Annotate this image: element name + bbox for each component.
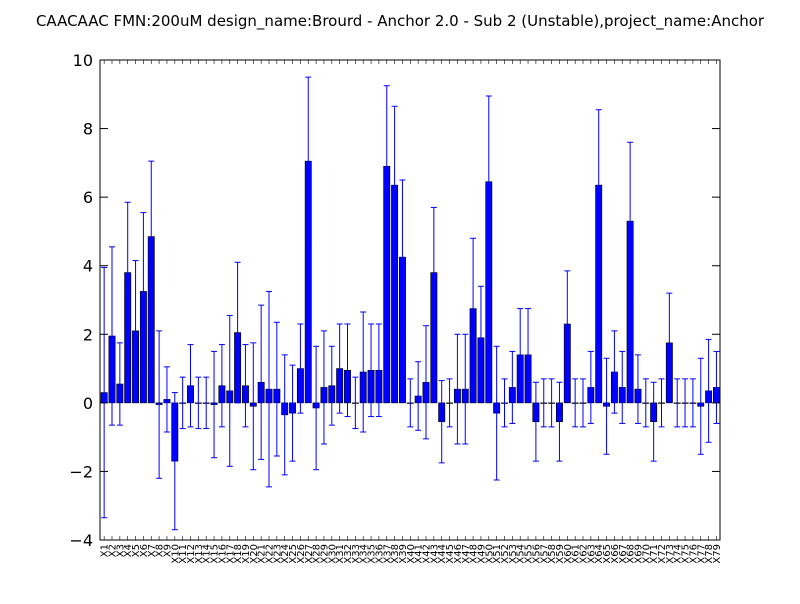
x-tick-label-X44: X44 [437, 544, 448, 564]
x-tick-label-X74: X74 [673, 544, 684, 564]
y-tick-label-0: −4 [69, 531, 93, 550]
x-tick-label-X15: X15 [210, 544, 221, 564]
y-tick-label-6: 8 [83, 120, 93, 139]
x-tick-label-X7: X7 [147, 544, 158, 557]
x-tick-label-X52: X52 [500, 544, 511, 564]
chart-title: CAACAAC FMN:200uM design_name:Brourd - A… [36, 12, 765, 31]
x-tick-label-X18: X18 [233, 544, 244, 564]
x-tick-label-X54: X54 [516, 544, 527, 564]
x-tick-label-X19: X19 [241, 544, 252, 564]
x-tick-label-X23: X23 [272, 544, 283, 564]
x-tick-label-X46: X46 [453, 544, 464, 564]
x-tick-label-X75: X75 [681, 544, 692, 564]
x-tick-label-X11: X11 [178, 544, 189, 564]
x-tick-label-X9: X9 [162, 544, 173, 557]
x-tick-label-X58: X58 [547, 544, 558, 564]
x-tick-label-X72: X72 [657, 544, 668, 564]
x-tick-label-X71: X71 [649, 544, 660, 564]
x-tick-label-X53: X53 [508, 544, 519, 564]
x-tick-label-X12: X12 [186, 544, 197, 564]
x-tick-label-X41: X41 [414, 544, 425, 564]
y-tick-label-5: 6 [83, 188, 93, 207]
y-tick-label-4: 4 [83, 257, 93, 276]
x-tick-label-X56: X56 [531, 544, 542, 564]
x-tick-label-X6: X6 [139, 544, 150, 557]
x-tick-label-X25: X25 [288, 544, 299, 564]
x-tick-label-X28: X28 [312, 544, 323, 564]
x-tick-label-X48: X48 [469, 544, 480, 564]
x-tick-label-X4: X4 [123, 544, 134, 557]
x-tick-label-X32: X32 [343, 544, 354, 564]
x-tick-label-X68: X68 [626, 544, 637, 564]
x-tick-label-X76: X76 [688, 544, 699, 564]
x-tick-label-X22: X22 [265, 544, 276, 564]
y-tick-label-7: 10 [73, 51, 93, 70]
x-tick-label-X39: X39 [398, 544, 409, 564]
x-tick-label-X79: X79 [712, 544, 723, 564]
x-axis: X1X2X3X4X5X6X7X8X9X10X11X12X13X14X15X16X… [100, 60, 723, 564]
x-tick-label-X42: X42 [422, 544, 433, 564]
x-tick-label-X49: X49 [476, 544, 487, 564]
x-tick-label-X59: X59 [555, 544, 566, 564]
x-tick-label-X36: X36 [374, 544, 385, 564]
x-tick-label-X51: X51 [492, 544, 503, 564]
x-tick-label-X45: X45 [445, 544, 456, 564]
x-tick-label-X29: X29 [319, 544, 330, 564]
y-tick-label-3: 2 [83, 325, 93, 344]
x-tick-label-X77: X77 [696, 544, 707, 564]
x-tick-label-X8: X8 [155, 544, 166, 557]
x-tick-label-X30: X30 [327, 544, 338, 564]
x-tick-label-X55: X55 [524, 544, 535, 564]
x-tick-label-X66: X66 [610, 544, 621, 564]
x-tick-label-X50: X50 [484, 544, 495, 564]
x-tick-label-X60: X60 [563, 544, 574, 564]
x-tick-label-X26: X26 [296, 544, 307, 564]
x-tick-label-X65: X65 [602, 544, 613, 564]
x-tick-label-X2: X2 [108, 544, 119, 557]
x-tick-label-X62: X62 [579, 544, 590, 564]
x-tick-label-X70: X70 [641, 544, 652, 564]
x-tick-label-X35: X35 [367, 544, 378, 564]
x-tick-label-X64: X64 [594, 544, 605, 564]
x-tick-label-X69: X69 [633, 544, 644, 564]
x-tick-label-X38: X38 [390, 544, 401, 564]
x-tick-label-X73: X73 [665, 544, 676, 564]
x-tick-label-X10: X10 [170, 544, 181, 564]
x-tick-label-X43: X43 [429, 544, 440, 564]
x-tick-label-X5: X5 [131, 544, 142, 557]
x-tick-label-X57: X57 [539, 544, 550, 564]
x-tick-label-X34: X34 [359, 544, 370, 564]
x-tick-label-X67: X67 [618, 544, 629, 564]
x-tick-label-X14: X14 [202, 544, 213, 564]
x-tick-label-X61: X61 [571, 544, 582, 564]
x-tick-label-X24: X24 [280, 544, 291, 564]
x-tick-label-X3: X3 [115, 544, 126, 557]
x-tick-label-X17: X17 [225, 544, 236, 564]
x-tick-label-X27: X27 [304, 544, 315, 564]
error-bars-layer [101, 76, 720, 531]
x-tick-label-X21: X21 [257, 544, 268, 564]
x-tick-label-X13: X13 [194, 544, 205, 564]
x-tick-label-X31: X31 [335, 544, 346, 564]
x-tick-label-X20: X20 [249, 544, 260, 564]
x-tick-label-X78: X78 [704, 544, 715, 564]
x-tick-label-X1: X1 [100, 544, 111, 557]
x-tick-label-X63: X63 [586, 544, 597, 564]
y-tick-label-1: −2 [69, 462, 93, 481]
x-tick-label-X16: X16 [217, 544, 228, 564]
x-tick-label-X37: X37 [382, 544, 393, 564]
x-tick-label-X40: X40 [406, 544, 417, 564]
y-tick-label-2: 0 [83, 394, 93, 413]
y-axis: −4 −2 0 2 4 6 8 10 [69, 51, 720, 550]
x-tick-label-X47: X47 [461, 544, 472, 564]
x-tick-label-X33: X33 [351, 544, 362, 564]
